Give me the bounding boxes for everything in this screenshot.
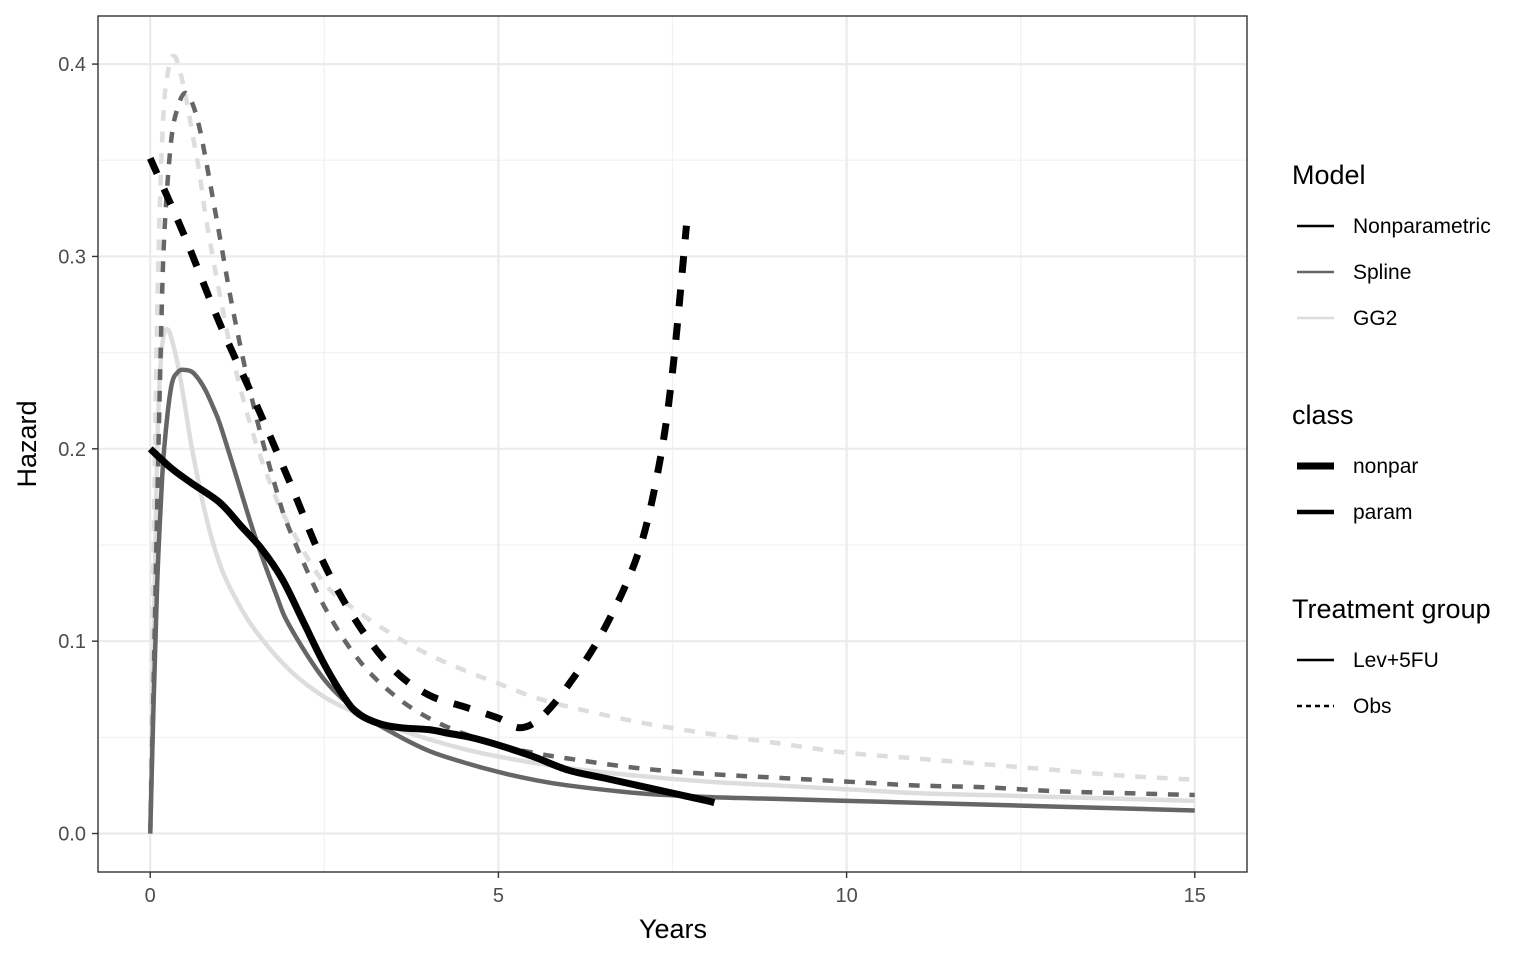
legend-label: GG2 bbox=[1353, 307, 1397, 330]
series-line-nonparametric-lev5fu bbox=[147, 446, 716, 807]
legend-label: Obs bbox=[1353, 695, 1392, 718]
x-tick-label: 0 bbox=[145, 885, 156, 907]
series-line-spline-obs bbox=[147, 90, 1195, 834]
x-tick-label: 5 bbox=[493, 885, 504, 907]
legend-title: Model bbox=[1292, 160, 1366, 190]
panel-border bbox=[97, 15, 1248, 873]
legend-label: param bbox=[1353, 501, 1413, 524]
legend-label: Lev+5FU bbox=[1353, 649, 1439, 672]
legend-title: Treatment group bbox=[1292, 594, 1491, 624]
tick-labels: 0 5 10 15 0.0 0.1 0.2 0.3 0.4 bbox=[58, 54, 1206, 907]
axis-ticks bbox=[92, 63, 1196, 878]
legend-label: Nonparametric bbox=[1353, 215, 1491, 238]
series-layer bbox=[147, 53, 1195, 834]
y-tick-label: 0.4 bbox=[58, 54, 86, 76]
legend: Model Nonparametric Spline GG2 class nonpar pa… bbox=[1292, 160, 1491, 718]
legend-label: Spline bbox=[1353, 261, 1411, 284]
x-axis-title: Years bbox=[639, 914, 707, 944]
legend-title: class bbox=[1292, 400, 1354, 430]
grid-minor bbox=[98, 16, 1247, 872]
series-line-nonparametric-obs bbox=[147, 156, 690, 732]
legend-label: nonpar bbox=[1353, 455, 1418, 478]
y-tick-label: 0.1 bbox=[58, 631, 86, 653]
series-line-spline-lev5fu bbox=[147, 367, 1195, 834]
y-axis-title: Hazard bbox=[12, 400, 42, 487]
x-tick-label: 15 bbox=[1184, 885, 1206, 907]
x-tick-label: 10 bbox=[835, 885, 857, 907]
y-tick-label: 0.0 bbox=[58, 824, 86, 846]
grid-major bbox=[98, 16, 1247, 872]
series-line-gg2-lev5fu bbox=[147, 326, 1195, 834]
y-tick-label: 0.3 bbox=[58, 246, 86, 268]
y-tick-label: 0.2 bbox=[58, 439, 86, 461]
